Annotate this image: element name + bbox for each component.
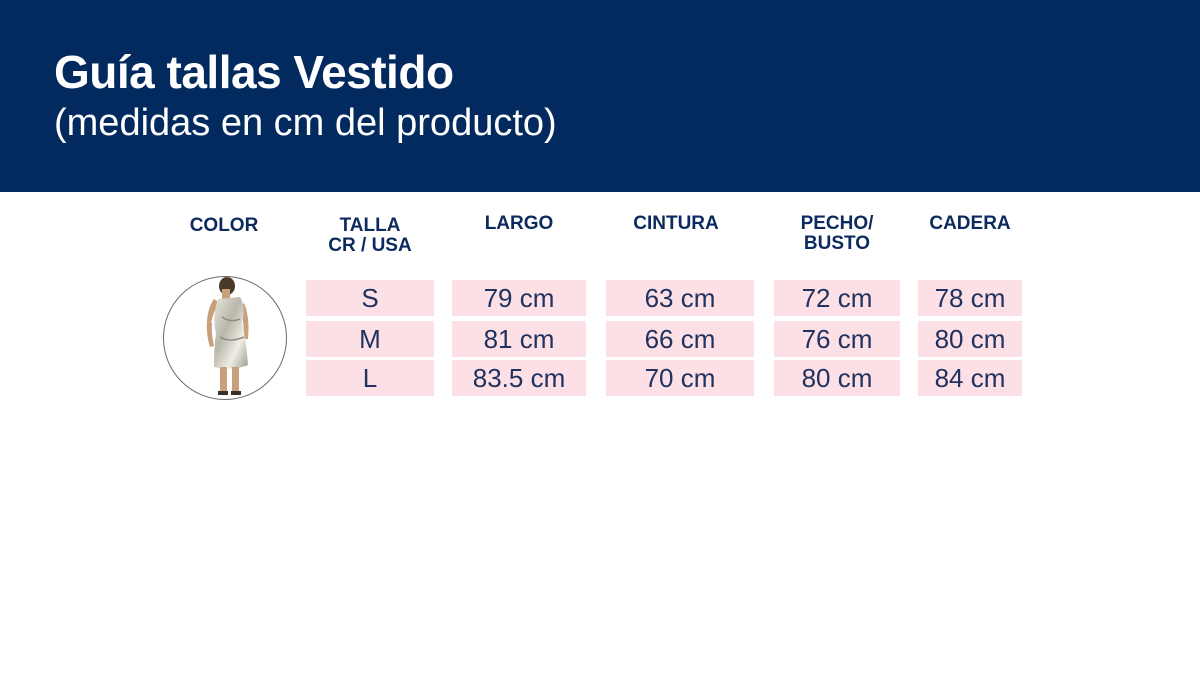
product-photo — [163, 276, 287, 400]
column-header-talla: TALLA CR / USA — [328, 215, 412, 256]
cell-talla-s: S — [306, 280, 434, 316]
cell-largo-l: 83.5 cm — [452, 360, 586, 396]
page-subtitle: (medidas en cm del producto) — [54, 102, 557, 144]
cell-talla-m: M — [306, 321, 434, 357]
cell-pecho-s: 72 cm — [774, 280, 900, 316]
cell-pecho-m: 76 cm — [774, 321, 900, 357]
column-header-color: COLOR — [189, 215, 259, 236]
column-header-cadera: CADERA — [929, 213, 1011, 234]
column-header-cintura: CINTURA — [633, 213, 719, 234]
column-header-pecho-busto: PECHO/ BUSTO — [800, 213, 874, 254]
cell-pecho-l: 80 cm — [774, 360, 900, 396]
cell-cintura-m: 66 cm — [606, 321, 754, 357]
header-banner: Guía tallas Vestido (medidas en cm del p… — [0, 0, 1200, 192]
cell-cintura-s: 63 cm — [606, 280, 754, 316]
cell-cadera-l: 84 cm — [918, 360, 1022, 396]
cell-largo-s: 79 cm — [452, 280, 586, 316]
cell-cadera-m: 80 cm — [918, 321, 1022, 357]
cell-largo-m: 81 cm — [452, 321, 586, 357]
column-header-largo: LARGO — [484, 213, 554, 234]
cell-cintura-l: 70 cm — [606, 360, 754, 396]
cell-talla-l: L — [306, 360, 434, 396]
page-title: Guía tallas Vestido — [54, 46, 454, 98]
dress-model-image — [206, 277, 249, 395]
cell-cadera-s: 78 cm — [918, 280, 1022, 316]
